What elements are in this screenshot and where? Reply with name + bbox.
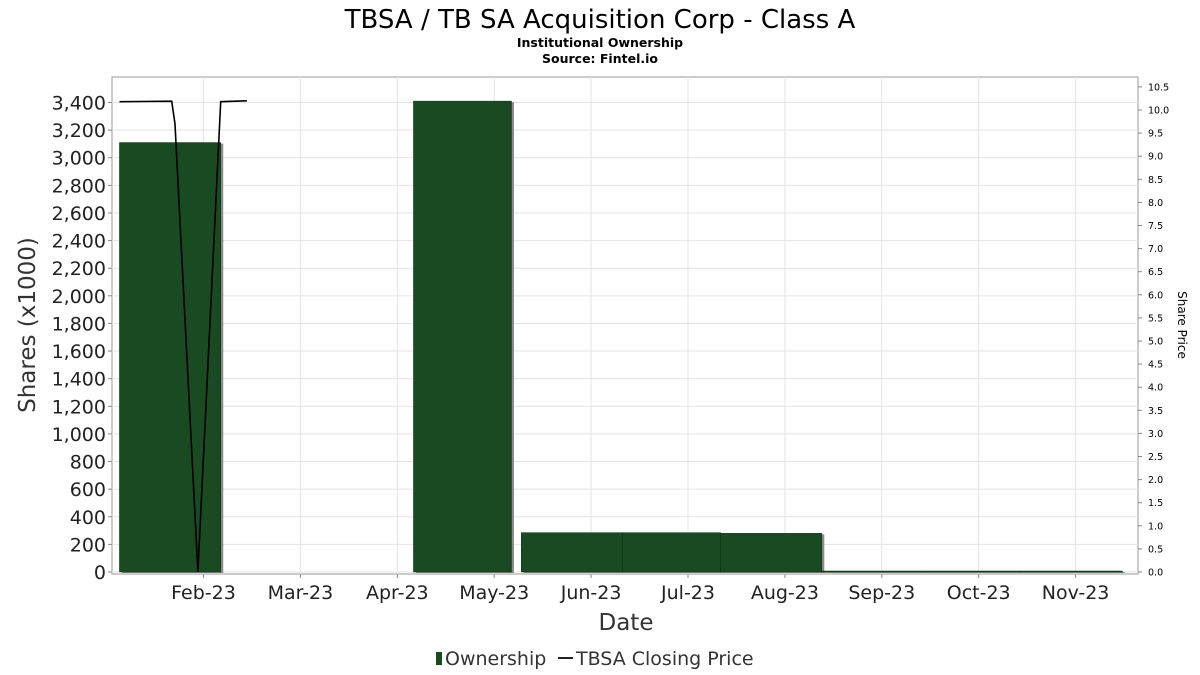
y-tick-label: 0 [94,562,106,584]
ownership-bar-shadow [1023,572,1125,573]
ownership-bar-shadow [824,572,926,573]
y2-tick-label: 4.0 [1148,383,1163,394]
y-tick-label: 200 [70,534,106,556]
y2-tick-label: 9.5 [1148,129,1163,140]
grid-lines [112,77,1138,574]
y2-tick-label: 8.0 [1148,198,1163,209]
y-tick-label: 2,800 [52,175,106,197]
y-tick-label: 600 [70,479,106,501]
y-tick-label: 2,000 [52,286,106,308]
plot-area [111,76,1139,575]
y2-tick-label: 4.5 [1148,360,1163,371]
y-tick-label: 1,400 [52,369,106,391]
y2-tick-label: 6.5 [1148,267,1163,278]
y2-tick-label: 0.0 [1148,568,1163,579]
y2-tick-label: 0.5 [1148,544,1163,555]
y-tick-label: 1,600 [52,341,106,363]
x-tick-label: Mar-23 [268,582,334,604]
right-axis-ticks: 0.0 0.5 1.0 1.5 2.0 2.5 3.0 3.5 4.0 4.5 5.0 5.5 6.0 6… [1138,82,1169,579]
x-tick-label: Aug-23 [751,582,819,604]
legend-label-price: TBSA Closing Price [575,648,754,670]
y-tick-label: 2,200 [52,258,106,280]
y2-tick-label: 7.0 [1148,244,1163,255]
x-tick-label: Apr-23 [366,582,429,604]
y-tick-label: 3,200 [52,120,106,142]
x-axis-ticks: Feb-23 Mar-23 Apr-23 May-23 Jun-23 Jul-23 Aug-… [171,574,1109,604]
y2-tick-label: 10.0 [1148,106,1169,117]
y-tick-label: 2,400 [52,231,106,253]
legend: Ownership TBSA Closing Price [436,648,754,670]
y-tick-label: 3,400 [52,93,106,115]
y2-tick-label: 6.0 [1148,290,1163,301]
x-tick-label: Jul-23 [660,582,715,604]
y-tick-label: 2,600 [52,203,106,225]
ownership-bar-shadow [925,572,1024,573]
y2-tick-label: 9.0 [1148,152,1163,163]
x-tick-label: May-23 [459,582,529,604]
legend-label-ownership: Ownership [445,648,546,670]
ownership-bar [119,142,221,573]
y2-tick-label: 10.5 [1148,82,1169,93]
y-tick-label: 800 [70,452,106,474]
y2-tick-label: 3.5 [1148,406,1163,417]
x-tick-label: Nov-23 [1042,582,1110,604]
ownership-bar [413,100,512,573]
x-tick-label: Oct-23 [947,582,1011,604]
ownership-bar [821,570,924,573]
y2-tick-label: 2.0 [1148,475,1163,486]
chart-title: TBSA / TB SA Acquisition Corp - Class A [344,5,856,35]
y2-tick-label: 8.5 [1148,175,1163,186]
x-tick-label: Feb-23 [171,582,236,604]
legend-swatch-ownership [436,652,442,665]
y2-tick-label: 1.5 [1148,498,1163,509]
y2-tick-label: 7.5 [1148,221,1163,232]
ownership-bar [521,532,623,573]
ownership-bars [119,100,1125,574]
chart-subtitle: Institutional Ownership [517,35,683,50]
y2-tick-label: 5.0 [1148,337,1163,348]
y2-tick-label: 5.5 [1148,313,1163,324]
y2-tick-label: 2.5 [1148,452,1163,463]
y2-tick-label: 1.0 [1148,521,1163,532]
price-line [119,100,247,573]
ownership-bar [922,570,1022,573]
y-axis-label: Shares (x1000) [15,237,41,413]
y2-tick-label: 3.0 [1148,429,1163,440]
x-tick-label: Sep-23 [848,582,915,604]
ownership-bar [1020,570,1123,573]
y-tick-label: 1,800 [52,313,106,335]
y2-axis-label: Share Price [1175,291,1189,359]
y-tick-label: 3,000 [52,148,106,170]
y-tick-label: 1,000 [52,424,106,446]
y-tick-label: 400 [70,507,106,529]
ownership-bar [720,533,823,573]
x-tick-label: Jun-23 [560,582,622,604]
price-series-line [119,100,247,573]
left-axis-ticks: 0 200 400 600 800 1,000 1,200 1,400 1,600 1,800 2,… [52,93,112,584]
ownership-bar [622,532,721,573]
x-axis-label: Date [599,610,654,636]
y-tick-label: 1,200 [52,396,106,418]
chart-source: Source: Fintel.io [542,51,658,66]
